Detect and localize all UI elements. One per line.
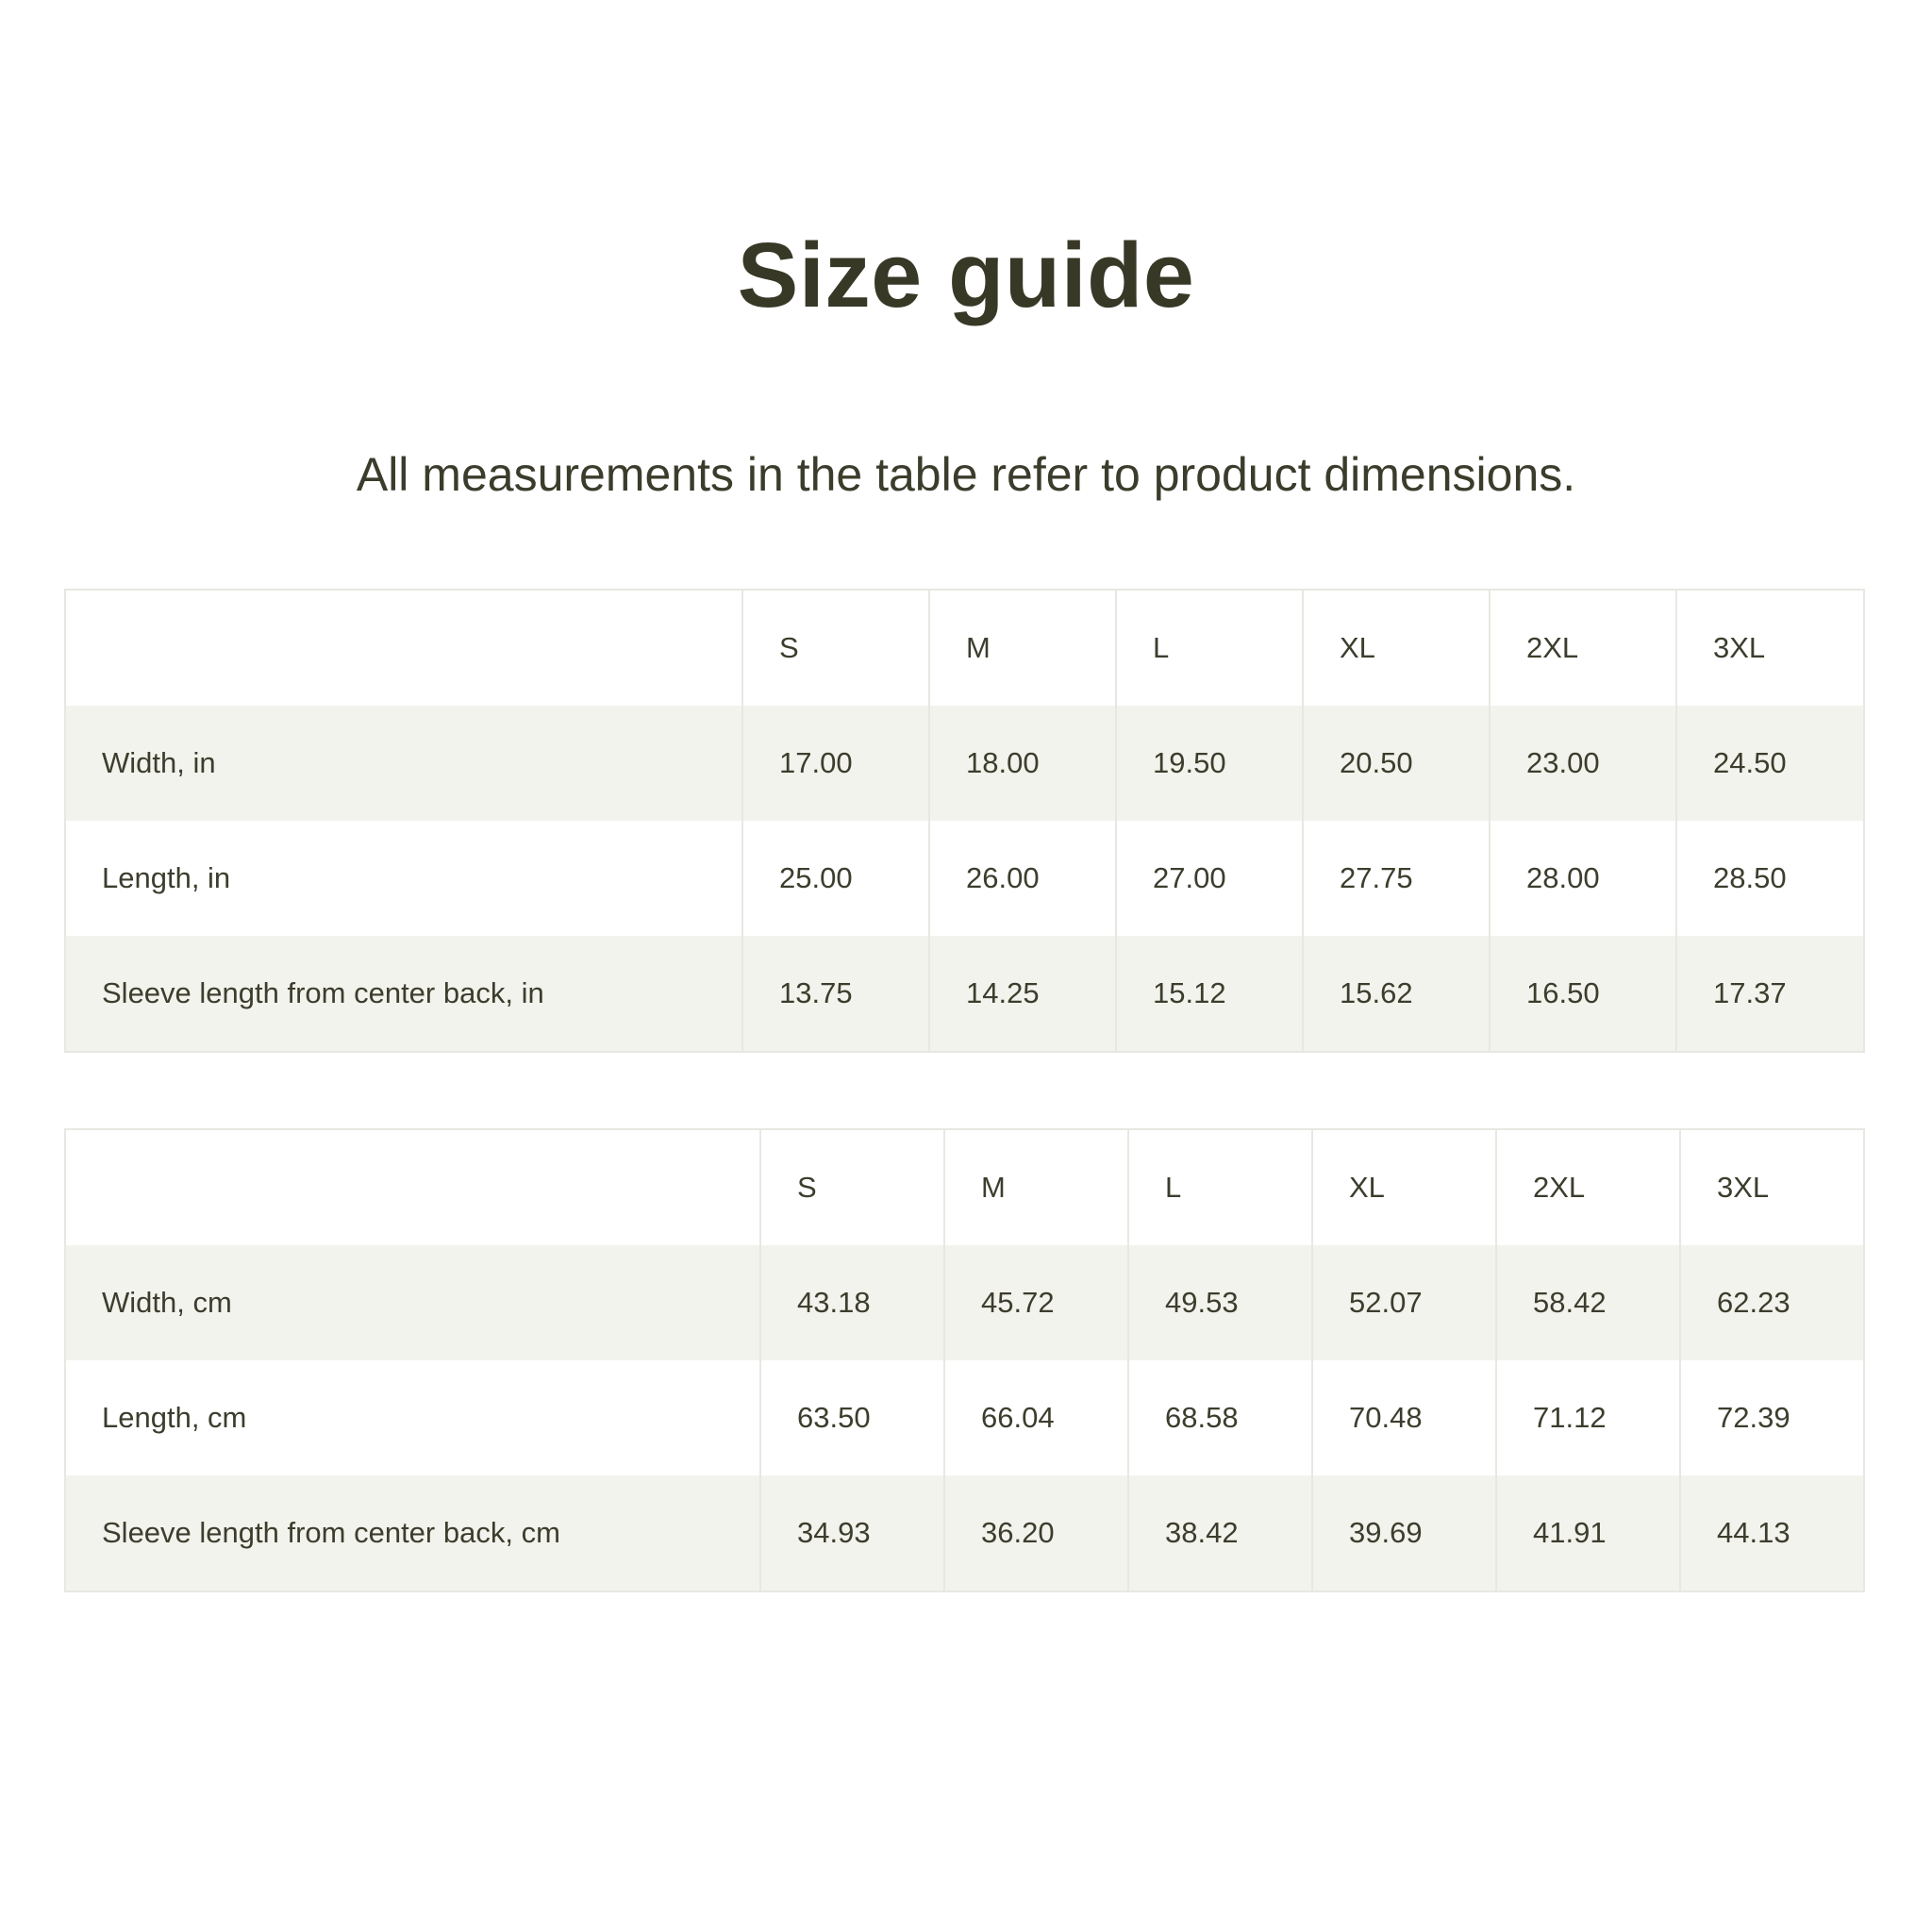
table-row-length-cm: Length, cm 63.50 66.04 68.58 70.48 71.12… bbox=[65, 1360, 1864, 1476]
measurement-cell: 38.42 bbox=[1127, 1475, 1312, 1592]
measurement-cell: 66.04 bbox=[943, 1360, 1128, 1476]
page-subtitle: All measurements in the table refer to p… bbox=[356, 447, 1576, 501]
size-column-header-3xl: 3XL bbox=[1675, 590, 1864, 707]
measurement-cell: 15.12 bbox=[1115, 936, 1303, 1053]
empty-corner-cell bbox=[65, 590, 742, 706]
measurement-cell: 25.00 bbox=[741, 821, 929, 937]
measurement-cell: 63.50 bbox=[759, 1360, 944, 1476]
measurement-cell: 24.50 bbox=[1675, 706, 1864, 822]
measurement-cell: 14.25 bbox=[928, 936, 1116, 1053]
measurement-cell: 26.00 bbox=[928, 821, 1116, 937]
measurement-cell: 34.93 bbox=[759, 1475, 944, 1592]
measurement-cell: 20.50 bbox=[1302, 706, 1490, 822]
table-row-width-in: Width, in 17.00 18.00 19.50 20.50 23.00 … bbox=[65, 706, 1864, 822]
size-column-header-m: M bbox=[928, 590, 1116, 707]
size-column-header-xl: XL bbox=[1302, 590, 1490, 707]
row-label: Width, in bbox=[102, 746, 216, 780]
size-column-header-2xl: 2XL bbox=[1495, 1129, 1680, 1246]
page-title: Size guide bbox=[737, 224, 1195, 326]
measurement-cell: 18.00 bbox=[928, 706, 1116, 822]
measurement-cell: 44.13 bbox=[1679, 1475, 1864, 1592]
size-column-header-l: L bbox=[1127, 1129, 1312, 1246]
measurement-cell: 62.23 bbox=[1679, 1245, 1864, 1361]
measurement-cell: 17.37 bbox=[1675, 936, 1864, 1053]
measurement-cell: 70.48 bbox=[1311, 1360, 1496, 1476]
size-column-header-s: S bbox=[741, 590, 929, 707]
measurement-cell: 72.39 bbox=[1679, 1360, 1864, 1476]
row-label: Sleeve length from center back, cm bbox=[102, 1516, 560, 1550]
measurement-cell: 43.18 bbox=[759, 1245, 944, 1361]
size-table-centimeters: S M L XL 2XL 3XL Width, cm 43.18 45.72 4… bbox=[64, 1128, 1865, 1593]
measurement-cell: 45.72 bbox=[943, 1245, 1128, 1361]
measurement-cell: 15.62 bbox=[1302, 936, 1490, 1053]
measurement-cell: 27.75 bbox=[1302, 821, 1490, 937]
size-column-header-xl: XL bbox=[1311, 1129, 1496, 1246]
measurement-cell: 71.12 bbox=[1495, 1360, 1680, 1476]
measurement-cell: 39.69 bbox=[1311, 1475, 1496, 1592]
table-row-sleeve-cm: Sleeve length from center back, cm 34.93… bbox=[65, 1475, 1864, 1592]
measurement-cell: 52.07 bbox=[1311, 1245, 1496, 1361]
size-column-header-2xl: 2XL bbox=[1489, 590, 1676, 707]
row-label: Length, cm bbox=[102, 1401, 247, 1435]
size-column-header-3xl: 3XL bbox=[1679, 1129, 1864, 1246]
size-header-row: S M L XL 2XL 3XL bbox=[65, 1129, 1864, 1246]
table-row-width-cm: Width, cm 43.18 45.72 49.53 52.07 58.42 … bbox=[65, 1245, 1864, 1361]
measurement-cell: 41.91 bbox=[1495, 1475, 1680, 1592]
table-row-length-in: Length, in 25.00 26.00 27.00 27.75 28.00… bbox=[65, 821, 1864, 937]
size-column-header-s: S bbox=[759, 1129, 944, 1246]
table-row-sleeve-in: Sleeve length from center back, in 13.75… bbox=[65, 936, 1864, 1053]
measurement-cell: 28.00 bbox=[1489, 821, 1676, 937]
measurement-cell: 49.53 bbox=[1127, 1245, 1312, 1361]
row-label: Width, cm bbox=[102, 1286, 232, 1320]
empty-corner-cell bbox=[65, 1129, 760, 1245]
measurement-cell: 27.00 bbox=[1115, 821, 1303, 937]
size-column-header-l: L bbox=[1115, 590, 1303, 707]
size-column-header-m: M bbox=[943, 1129, 1128, 1246]
size-header-row: S M L XL 2XL 3XL bbox=[65, 590, 1864, 707]
measurement-cell: 13.75 bbox=[741, 936, 929, 1053]
measurement-cell: 23.00 bbox=[1489, 706, 1676, 822]
row-label: Sleeve length from center back, in bbox=[102, 976, 544, 1010]
size-table-inches: S M L XL 2XL 3XL Width, in 17.00 18.00 1… bbox=[64, 589, 1865, 1054]
measurement-cell: 58.42 bbox=[1495, 1245, 1680, 1361]
measurement-cell: 17.00 bbox=[741, 706, 929, 822]
measurement-cell: 16.50 bbox=[1489, 936, 1676, 1053]
measurement-cell: 19.50 bbox=[1115, 706, 1303, 822]
row-label: Length, in bbox=[102, 861, 231, 895]
measurement-cell: 68.58 bbox=[1127, 1360, 1312, 1476]
measurement-cell: 28.50 bbox=[1675, 821, 1864, 937]
measurement-cell: 36.20 bbox=[943, 1475, 1128, 1592]
